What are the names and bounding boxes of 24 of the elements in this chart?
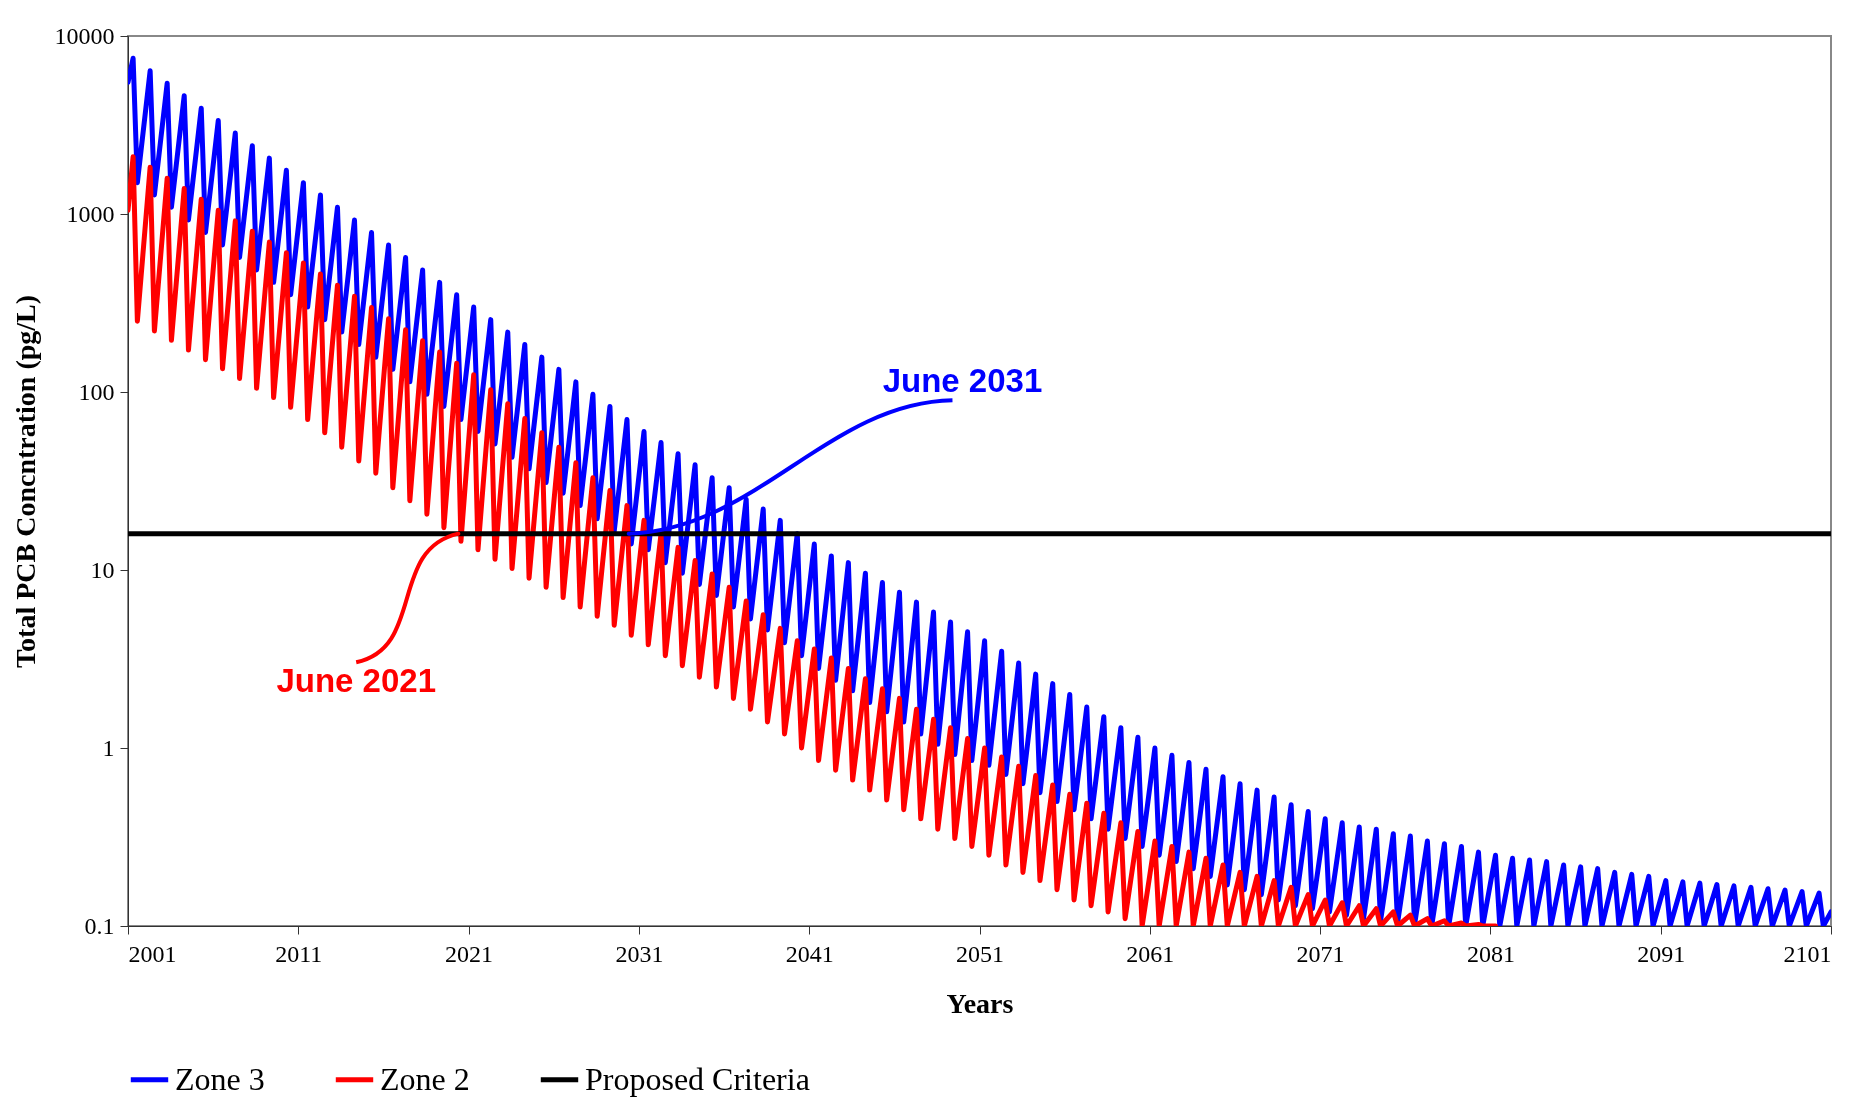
y-tick-label: 1000	[66, 200, 115, 227]
x-tick-label: 2041	[785, 940, 834, 967]
annotation: June 2021	[276, 662, 436, 701]
x-tick-label: 2081	[1466, 940, 1515, 967]
x-tick-label: 2021	[445, 940, 494, 967]
x-tick-label: 2091	[1637, 940, 1686, 967]
y-tick-label: 0.1	[84, 912, 115, 939]
x-tick-label: 2011	[275, 940, 323, 967]
x-tick-label: 2001	[128, 940, 177, 967]
y-tick-label: 1	[102, 734, 115, 761]
y-tick-label: 10	[90, 556, 115, 583]
x-axis-title: Years	[946, 987, 1014, 1019]
x-tick-label: 2071	[1296, 940, 1345, 967]
legend-label: Zone 3	[175, 1060, 265, 1097]
x-tick-label: 2061	[1126, 940, 1175, 967]
x-tick-label: 2051	[956, 940, 1004, 967]
y-tick-label: 100	[78, 378, 115, 405]
y-axis-title: Total PCB Concntration (pg/L)	[9, 294, 41, 669]
x-tick-label: 2031	[615, 940, 664, 967]
x-tick-label: 2101	[1783, 940, 1832, 967]
legend-label: Zone 2	[380, 1060, 470, 1097]
annotation: June 2031	[882, 362, 1043, 401]
y-tick-label: 10000	[54, 22, 115, 49]
legend-label: Proposed Criteria	[585, 1060, 810, 1097]
